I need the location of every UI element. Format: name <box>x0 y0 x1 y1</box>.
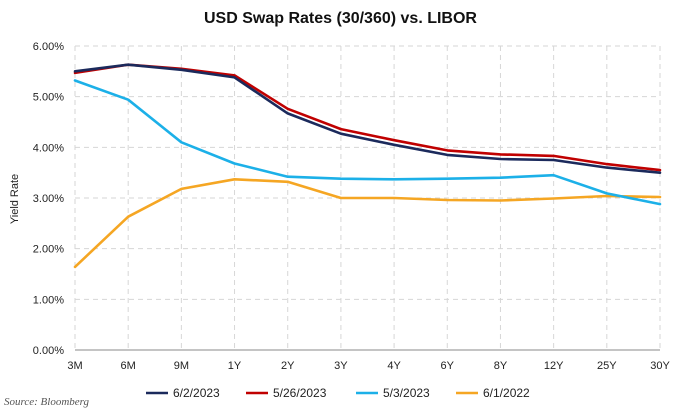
y-tick-label: 5.00% <box>33 92 64 104</box>
x-tick-label: 12Y <box>544 360 564 372</box>
y-tick-label: 6.00% <box>33 41 64 53</box>
x-tick-label: 6Y <box>441 360 455 372</box>
y-tick-label: 2.00% <box>33 244 64 256</box>
x-tick-label: 8Y <box>494 360 508 372</box>
series-line <box>73 178 662 269</box>
y-axis-title: Yield Rate <box>9 174 21 224</box>
chart-title: USD Swap Rates (30/360) vs. LIBOR <box>204 10 477 27</box>
x-tick-label: 30Y <box>650 360 670 372</box>
y-tick-label: 0.00% <box>33 345 64 357</box>
series-line <box>73 63 662 174</box>
y-tick-label: 1.00% <box>33 294 64 306</box>
series-lines <box>73 63 662 269</box>
source-note: Source: Bloomberg <box>4 396 90 408</box>
x-tick-label: 1Y <box>228 360 242 372</box>
x-tick-label: 4Y <box>387 360 401 372</box>
legend-label: 6/2/2023 <box>173 386 220 400</box>
x-tick-label: 2Y <box>281 360 295 372</box>
y-axis-tick-labels: 0.00% 1.00% 2.00% 3.00% 4.00% 5.00% 6.00% <box>33 41 64 357</box>
series-line <box>73 79 662 206</box>
x-tick-label: 6M <box>121 360 136 372</box>
legend: 6/2/2023 5/26/2023 5/3/2023 6/1/2022 <box>146 386 530 400</box>
x-tick-label: 3M <box>67 360 82 372</box>
x-axis-tick-labels: 3M 6M 9M 1Y 2Y 3Y 4Y 6Y 8Y 12Y 25Y 30Y <box>67 360 670 372</box>
legend-label: 6/1/2022 <box>483 386 530 400</box>
legend-label: 5/26/2023 <box>273 386 327 400</box>
y-tick-label: 3.00% <box>33 193 64 205</box>
x-tick-label: 9M <box>174 360 189 372</box>
x-tick-label: 3Y <box>334 360 348 372</box>
y-tick-label: 4.00% <box>33 142 64 154</box>
x-tick-label: 25Y <box>597 360 617 372</box>
series-line <box>73 63 662 172</box>
legend-label: 5/3/2023 <box>383 386 430 400</box>
